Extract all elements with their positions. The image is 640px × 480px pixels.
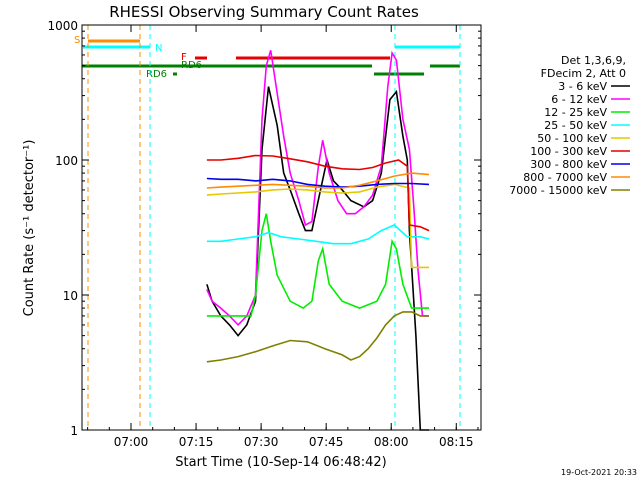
series-line: [206, 183, 429, 269]
series-layer: [206, 50, 430, 431]
flag-label: N: [155, 43, 162, 54]
y-tick-label: 1: [70, 424, 78, 438]
y-tick-label: 10: [63, 289, 78, 303]
x-tick-label: 07:15: [179, 435, 214, 449]
legend-label: 25 - 50 keV: [544, 119, 607, 132]
series-line: [206, 213, 429, 317]
plot-frame: [81, 24, 482, 431]
series-line: [206, 177, 430, 188]
legend-label: 50 - 100 keV: [537, 132, 607, 145]
x-tick-label: 07:45: [309, 435, 344, 449]
legend-label: 800 - 7000 keV: [523, 171, 607, 184]
y-tick-label: 1000: [47, 19, 78, 33]
series-line: [206, 154, 430, 232]
legend-label: 3 - 6 keV: [558, 80, 607, 93]
timestamp: 19-Oct-2021 20:33: [561, 468, 637, 477]
legend-label: 300 - 800 keV: [530, 158, 607, 171]
series-line: [206, 224, 430, 245]
legend-header: FDecim 2, Att 0: [541, 67, 626, 80]
legend-label: 6 - 12 keV: [551, 93, 607, 106]
series-line: [206, 50, 429, 327]
x-tick-label: 07:30: [244, 435, 279, 449]
legend-label: 100 - 300 keV: [530, 145, 607, 158]
y-axis-title: Count Rate (s⁻¹ detector⁻¹): [22, 140, 37, 317]
flag-label: F: [181, 52, 187, 63]
flag-label: S: [74, 35, 80, 46]
chart-title: RHESSI Observing Summary Count Rates: [109, 3, 419, 21]
flag-bars: [82, 39, 460, 76]
y-tick-label: 100: [55, 154, 78, 168]
series-line: [206, 172, 430, 189]
interval-markers: [87, 25, 461, 430]
x-tick-label: 07:00: [114, 435, 149, 449]
legend-label: 7000 - 15000 keV: [509, 184, 607, 197]
legend-label: 12 - 25 keV: [544, 106, 607, 119]
legend-header: Det 1,3,6,9,: [561, 54, 626, 67]
x-tick-label: 08:00: [374, 435, 409, 449]
series-line: [206, 86, 429, 431]
series-line: [206, 311, 429, 363]
axis-layer: 07:00 07:15 07:30 07:45 08:00 08:15 1 10 100 1000: [47, 19, 481, 449]
flag-label: RD6: [181, 60, 202, 71]
x-axis-title: Start Time (10-Sep-14 06:48:42): [175, 455, 386, 470]
x-tick-label: 08:15: [439, 435, 474, 449]
flag-label: RD6: [146, 69, 167, 80]
flag-labels: S N F RD6 RD6: [74, 35, 202, 80]
